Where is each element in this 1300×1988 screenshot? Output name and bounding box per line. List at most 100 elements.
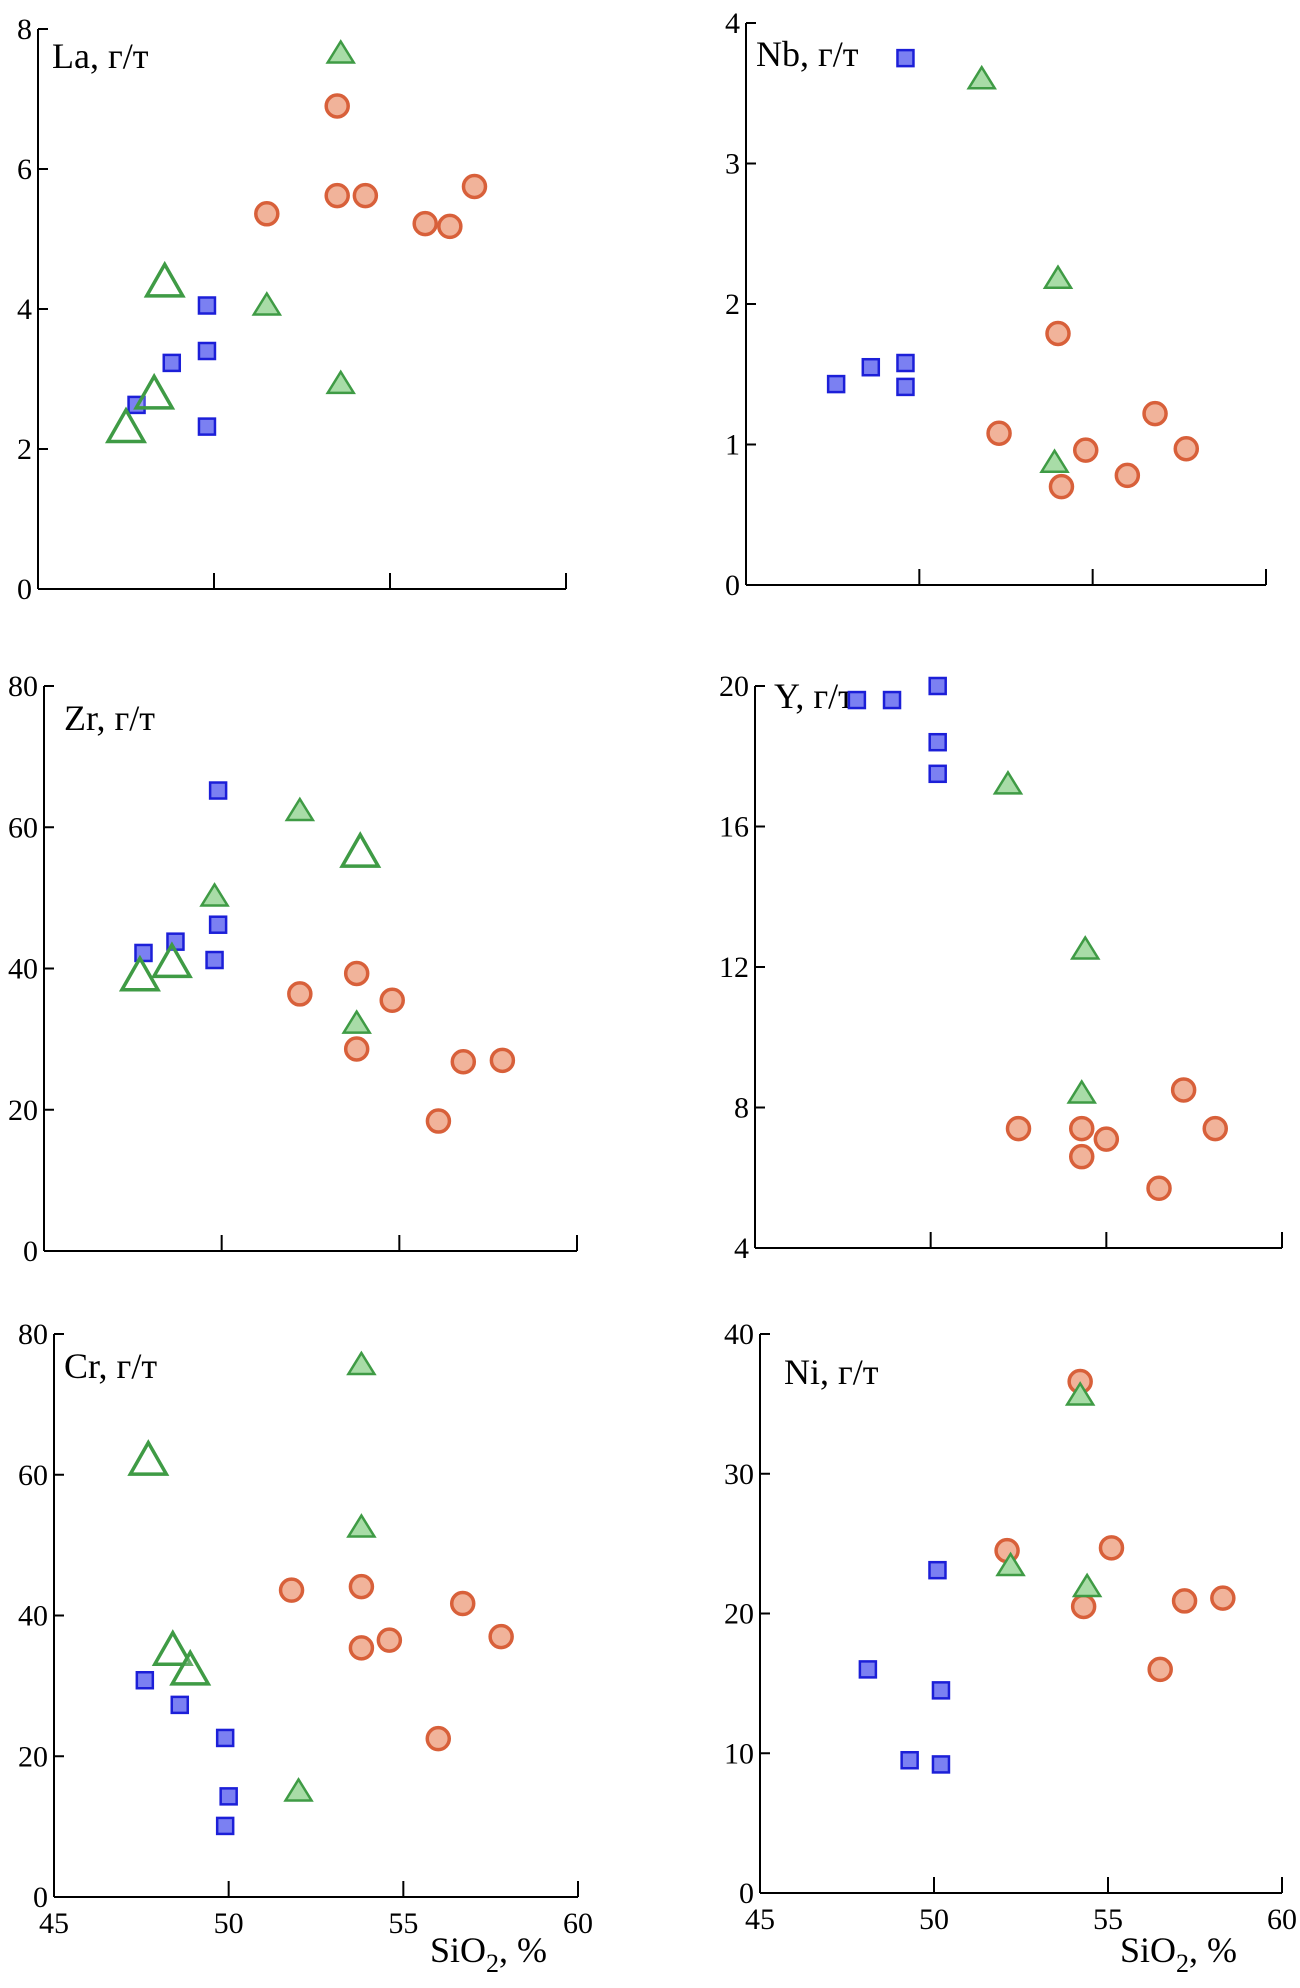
data-point-circle bbox=[1146, 1175, 1172, 1202]
data-point-triangle bbox=[966, 64, 997, 90]
data-point-circle bbox=[1210, 1585, 1236, 1611]
data-point-triangle bbox=[346, 1513, 377, 1538]
data-point-circle bbox=[1093, 1126, 1120, 1152]
y-tick-label: 4 bbox=[725, 7, 740, 40]
x-tick-label: 50 bbox=[919, 1903, 949, 1936]
data-point-circle bbox=[425, 1725, 452, 1752]
data-point-triangle-open bbox=[143, 260, 186, 298]
data-point-triangle bbox=[1042, 264, 1074, 289]
x-axis-title-right: SiO2, % bbox=[1120, 1930, 1237, 1978]
y-tick-label: 0 bbox=[17, 573, 32, 606]
data-point-circle bbox=[412, 210, 438, 237]
data-point-square bbox=[896, 353, 915, 373]
data-point-square bbox=[882, 690, 902, 710]
data-point-triangle bbox=[283, 1777, 314, 1802]
data-point-circle bbox=[1147, 1656, 1173, 1683]
data-point-triangle-open bbox=[169, 1648, 212, 1686]
data-point-triangle bbox=[251, 291, 283, 316]
x-tick-label: 55 bbox=[1093, 1903, 1123, 1936]
data-point-square bbox=[858, 1660, 878, 1679]
data-point-square bbox=[931, 1755, 951, 1774]
data-point-square bbox=[197, 417, 217, 436]
data-point-square bbox=[900, 1750, 919, 1770]
panel-0: 0 2 4 6 8 La, г/т bbox=[17, 13, 567, 606]
data-point-square bbox=[208, 781, 228, 800]
y-tick-label: 20 bbox=[719, 670, 749, 703]
data-point-triangle bbox=[199, 882, 230, 907]
x-axis-title-left: SiO2, % bbox=[430, 1930, 547, 1978]
data-point-circle bbox=[352, 182, 379, 209]
data-point-square bbox=[170, 1695, 190, 1715]
data-point-circle bbox=[1005, 1115, 1032, 1142]
data-point-circle bbox=[489, 1047, 516, 1074]
data-point-triangle-open bbox=[104, 406, 148, 444]
y-tick-label: 1 bbox=[725, 429, 740, 462]
data-point-circle bbox=[1142, 400, 1168, 427]
data-point-triangle bbox=[284, 796, 316, 822]
data-point-square bbox=[847, 690, 867, 710]
data-point-circle bbox=[1068, 1143, 1095, 1170]
data-point-circle bbox=[1068, 1115, 1095, 1142]
y-tick-label: 0 bbox=[33, 1881, 48, 1914]
data-point-triangle bbox=[1066, 1079, 1097, 1104]
panel-3: 4 8 12 16 20 Y, г/т bbox=[719, 670, 1283, 1265]
y-tick-label: 6 bbox=[17, 153, 32, 186]
data-point-circle bbox=[379, 987, 405, 1014]
data-point-circle bbox=[343, 1036, 370, 1062]
y-tick-label: 2 bbox=[725, 288, 740, 321]
panel-title: Cr, г/т bbox=[64, 1346, 157, 1386]
data-point-circle bbox=[461, 173, 488, 200]
data-point-circle bbox=[1070, 1593, 1097, 1620]
data-point-triangle-open bbox=[118, 954, 161, 992]
y-tick-label: 20 bbox=[8, 1094, 38, 1127]
data-point-circle bbox=[425, 1108, 452, 1134]
y-tick-label: 40 bbox=[724, 1318, 754, 1351]
data-point-circle bbox=[488, 1623, 514, 1650]
data-point-triangle bbox=[1070, 935, 1101, 960]
y-tick-label: 10 bbox=[724, 1737, 754, 1770]
x-tick-label: 45 bbox=[745, 1903, 775, 1936]
data-point-square bbox=[928, 764, 947, 784]
data-point-square bbox=[896, 377, 915, 397]
y-tick-label: 3 bbox=[725, 148, 740, 181]
data-point-square bbox=[197, 296, 217, 315]
y-tick-label: 0 bbox=[23, 1235, 38, 1268]
data-point-circle bbox=[1048, 473, 1075, 500]
data-point-square bbox=[219, 1787, 238, 1806]
data-point-triangle-open bbox=[150, 941, 193, 979]
data-point-circle bbox=[1171, 1588, 1198, 1614]
data-point-triangle bbox=[346, 1350, 377, 1376]
data-point-circle bbox=[348, 1635, 375, 1661]
panel-2: 0 20 40 60 80 Zr, г/т bbox=[8, 670, 578, 1268]
data-point-square bbox=[928, 676, 947, 696]
data-point-circle bbox=[278, 1577, 305, 1603]
data-point-triangle bbox=[1071, 1572, 1103, 1598]
data-point-triangle bbox=[341, 1009, 372, 1034]
y-tick-label: 60 bbox=[18, 1459, 48, 1492]
data-point-circle bbox=[449, 1590, 476, 1617]
data-point-circle bbox=[1173, 435, 1200, 462]
panel-title: Y, г/т bbox=[774, 676, 854, 716]
data-point-circle bbox=[986, 420, 1012, 447]
y-tick-label: 4 bbox=[17, 293, 32, 326]
data-point-circle bbox=[324, 93, 350, 119]
data-point-circle bbox=[324, 182, 350, 209]
x-tick-label: 60 bbox=[563, 1907, 593, 1940]
y-tick-label: 20 bbox=[724, 1598, 754, 1631]
panel-title: La, г/т bbox=[52, 36, 149, 76]
data-point-square bbox=[205, 950, 224, 970]
data-point-circle bbox=[450, 1048, 477, 1075]
y-tick-label: 0 bbox=[725, 569, 740, 602]
panel-title: Nb, г/т bbox=[756, 34, 859, 74]
data-point-square bbox=[197, 341, 217, 361]
data-point-circle bbox=[1170, 1077, 1197, 1103]
data-point-square bbox=[928, 732, 947, 752]
y-tick-label: 0 bbox=[739, 1877, 754, 1910]
data-point-square bbox=[861, 357, 881, 377]
panel-title: Ni, г/т bbox=[784, 1352, 879, 1392]
data-point-triangle bbox=[1064, 1381, 1096, 1406]
y-tick-label: 30 bbox=[724, 1458, 754, 1491]
y-tick-label: 12 bbox=[719, 951, 749, 984]
y-tick-label: 2 bbox=[17, 433, 32, 466]
data-point-square bbox=[896, 48, 915, 68]
